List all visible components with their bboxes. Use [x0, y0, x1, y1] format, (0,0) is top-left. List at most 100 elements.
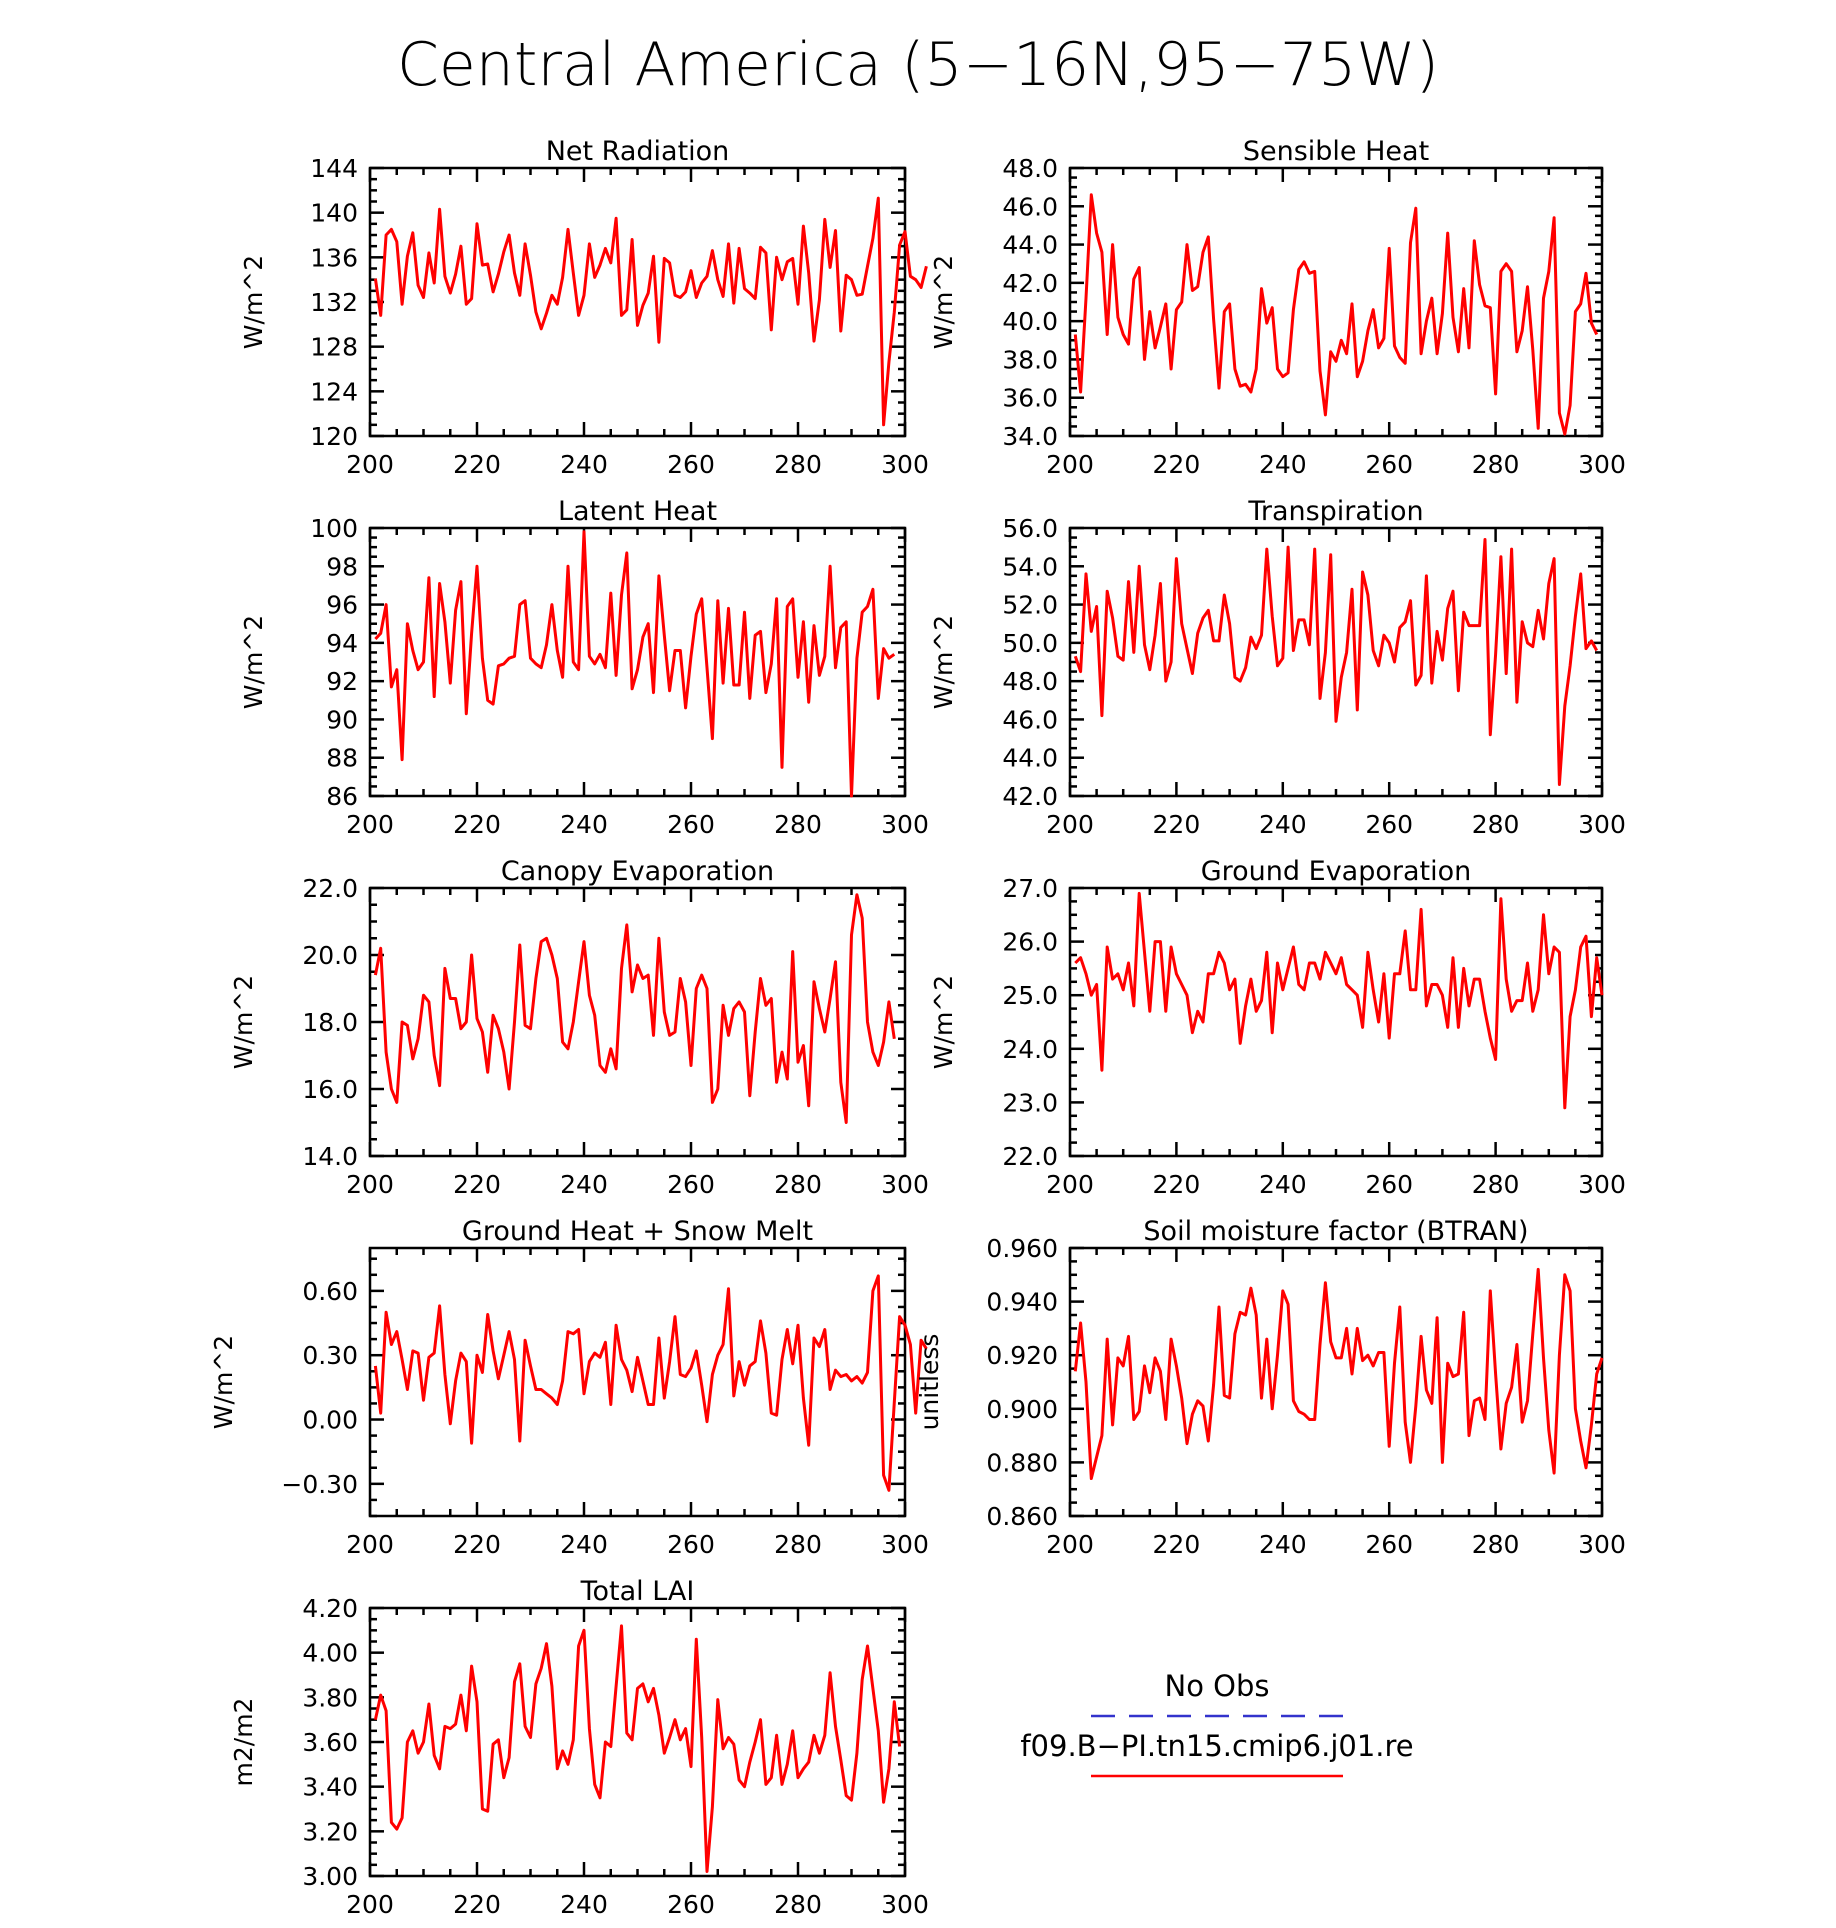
x-tick-label: 200: [1046, 1170, 1094, 1199]
y-tick-label: 0.940: [986, 1288, 1058, 1317]
y-tick-label: 42.0: [1002, 269, 1058, 298]
y-tick-label: 0.880: [986, 1448, 1058, 1477]
y-tick-label: 128: [310, 333, 358, 362]
y-tick-label: 120: [310, 422, 358, 451]
x-tick-label: 240: [1259, 450, 1307, 479]
y-axis-label: W/m^2: [239, 255, 268, 349]
y-tick-label: 86: [326, 782, 358, 811]
x-tick-label: 300: [881, 1890, 929, 1919]
y-tick-label: 0.960: [986, 1234, 1058, 1263]
y-axis-label: W/m^2: [929, 615, 958, 709]
plot-frame: [368, 1606, 907, 1878]
y-tick-label: 3.20: [302, 1817, 358, 1846]
y-axis-label: m2/m2: [229, 1698, 258, 1787]
y-tick-label: 92: [326, 667, 358, 696]
y-tick-label: 40.0: [1002, 307, 1058, 336]
y-axis-label: W/m^2: [239, 615, 268, 709]
panel-title: Latent Heat: [558, 496, 717, 527]
panel-title: Canopy Evaporation: [501, 856, 774, 887]
x-tick-label: 240: [1259, 1170, 1307, 1199]
figure-title: Central America (5−16N,95−75W): [397, 30, 1439, 100]
y-tick-label: 144: [310, 154, 358, 183]
x-tick-label: 300: [1578, 810, 1626, 839]
panel-1: Net Radiation W/m^2 200 220 240 260 280 300 120 1…: [239, 136, 929, 479]
y-tick-label: 88: [326, 744, 358, 773]
panel-8: Soil moisture factor (BTRAN) unitless 200 2…: [915, 1216, 1626, 1559]
x-tick-label: 200: [346, 810, 394, 839]
y-tick-label: 4.00: [302, 1639, 358, 1668]
panel-title: Net Radiation: [546, 136, 730, 167]
y-tick-label: 98: [326, 552, 358, 581]
panel-3: Latent Heat W/m^2 200 220 240 260 280 300 86 88 90…: [239, 496, 929, 839]
y-tick-label: 94: [326, 629, 358, 658]
y-axis-label: W/m^2: [209, 1335, 238, 1429]
y-tick-label: 90: [326, 705, 358, 734]
y-tick-label: 0.920: [986, 1341, 1058, 1370]
x-tick-label: 240: [560, 810, 608, 839]
y-tick-label: 16.0: [302, 1075, 358, 1104]
x-tick-label: 220: [1153, 450, 1201, 479]
plot-frame: [1068, 166, 1604, 438]
panel-title: Soil moisture factor (BTRAN): [1143, 1216, 1528, 1247]
panel-title: Ground Heat + Snow Melt: [462, 1216, 813, 1247]
panel-title: Transpiration: [1247, 496, 1423, 527]
y-tick-label: 52.0: [1002, 591, 1058, 620]
x-tick-label: 300: [881, 450, 929, 479]
y-tick-label: 100: [310, 514, 358, 543]
y-tick-label: 20.0: [302, 941, 358, 970]
y-tick-label: 3.60: [302, 1728, 358, 1757]
y-tick-label: 44.0: [1002, 744, 1058, 773]
x-tick-label: 260: [1365, 810, 1413, 839]
y-tick-label: 0.00: [302, 1406, 358, 1435]
x-tick-label: 260: [1365, 1530, 1413, 1559]
x-tick-label: 280: [774, 1890, 822, 1919]
x-tick-label: 300: [881, 1170, 929, 1199]
x-tick-label: 220: [1153, 810, 1201, 839]
x-tick-label: 300: [881, 1530, 929, 1559]
y-tick-label: 140: [310, 199, 358, 228]
x-tick-label: 220: [453, 1170, 501, 1199]
y-tick-label: 25.0: [1002, 981, 1058, 1010]
x-tick-label: 280: [774, 810, 822, 839]
x-tick-label: 220: [453, 1890, 501, 1919]
panel-title: Sensible Heat: [1243, 136, 1429, 167]
y-tick-label: 22.0: [302, 874, 358, 903]
y-tick-label: 54.0: [1002, 552, 1058, 581]
legend-label-model: f09.B−PI.tn15.cmip6.j01.re: [1020, 1729, 1413, 1763]
legend-label-obs: No Obs: [1165, 1669, 1270, 1703]
y-tick-label: 132: [310, 288, 358, 317]
plot-frame: [368, 1246, 907, 1518]
y-tick-label: 56.0: [1002, 514, 1058, 543]
panel-5: Canopy Evaporation W/m^2 200 220 240 260 280 30…: [229, 856, 929, 1199]
x-tick-label: 240: [560, 450, 608, 479]
x-tick-label: 200: [346, 1530, 394, 1559]
y-tick-label: 46.0: [1002, 705, 1058, 734]
x-tick-label: 220: [453, 810, 501, 839]
series-line: [373, 1624, 902, 1873]
x-tick-label: 260: [1365, 450, 1413, 479]
y-tick-label: 36.0: [1002, 384, 1058, 413]
x-tick-label: 200: [346, 1890, 394, 1919]
x-tick-label: 260: [667, 450, 715, 479]
y-tick-label: 24.0: [1002, 1035, 1058, 1064]
x-tick-label: 280: [1472, 1530, 1520, 1559]
y-axis-label: W/m^2: [229, 975, 258, 1069]
y-tick-label: −0.30: [281, 1470, 358, 1499]
x-tick-label: 280: [774, 450, 822, 479]
x-tick-label: 200: [346, 450, 394, 479]
x-tick-label: 240: [560, 1890, 608, 1919]
y-tick-label: 44.0: [1002, 231, 1058, 260]
y-tick-label: 38.0: [1002, 345, 1058, 374]
plot-frame: [1068, 886, 1604, 1158]
y-tick-label: 34.0: [1002, 422, 1058, 451]
series-line: [373, 893, 896, 1124]
y-tick-label: 0.860: [986, 1502, 1058, 1531]
y-tick-label: 14.0: [302, 1142, 358, 1171]
y-axis-label: W/m^2: [929, 975, 958, 1069]
x-tick-label: 200: [1046, 1530, 1094, 1559]
panel-4: Transpiration W/m^2 200 220 240 260 280 300 42.0…: [929, 496, 1626, 839]
plot-frame: [368, 886, 907, 1158]
x-tick-label: 280: [1472, 1170, 1520, 1199]
y-tick-label: 23.0: [1002, 1088, 1058, 1117]
